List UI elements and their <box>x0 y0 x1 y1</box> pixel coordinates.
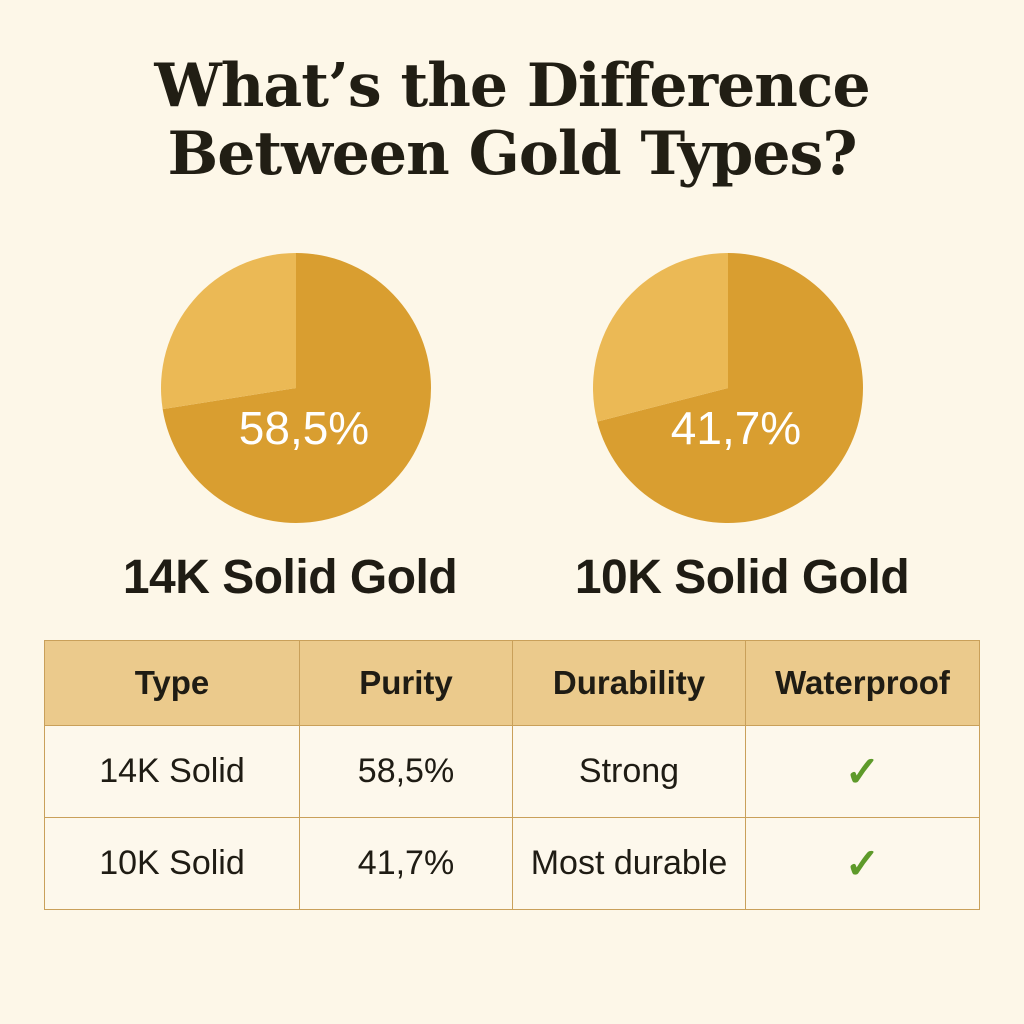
comparison-table: Type Purity Durability Waterproof 14K So… <box>44 640 980 910</box>
cell-durability: Most durable <box>512 817 746 910</box>
check-icon: ✓ <box>745 817 980 910</box>
cell-purity: 41,7% <box>299 817 513 910</box>
pie-slice-other <box>161 253 296 410</box>
caption-14k: 14K Solid Gold <box>122 551 458 604</box>
title-line-1: What’s the Difference <box>154 51 870 121</box>
header-durability: Durability <box>512 640 746 726</box>
title-line-2: Between Gold Types? <box>167 119 858 189</box>
cell-type: 10K Solid <box>44 817 300 910</box>
cell-type: 14K Solid <box>44 725 300 818</box>
table-header-row: Type Purity Durability Waterproof <box>44 640 980 726</box>
pie-slice-gold <box>162 253 431 523</box>
check-icon: ✓ <box>745 725 980 818</box>
table-row: 10K Solid 41,7% Most durable ✓ <box>44 817 980 910</box>
header-purity: Purity <box>299 640 513 726</box>
header-waterproof: Waterproof <box>745 640 980 726</box>
pie-slice-gold <box>597 253 863 523</box>
table-row: 14K Solid 58,5% Strong ✓ <box>44 725 980 818</box>
pie-chart-14k: 58,5% <box>161 253 431 523</box>
pie-label-14k: 58,5% <box>239 402 369 454</box>
pie-slice-other <box>593 253 728 422</box>
cell-durability: Strong <box>512 725 746 818</box>
header-type: Type <box>44 640 300 726</box>
page-title: What’s the Difference Between Gold Types… <box>0 52 1024 188</box>
cell-purity: 58,5% <box>299 725 513 818</box>
pie-chart-10k: 41,7% <box>593 253 863 523</box>
pie-label-10k: 41,7% <box>671 402 801 454</box>
caption-10k: 10K Solid Gold <box>574 551 910 604</box>
